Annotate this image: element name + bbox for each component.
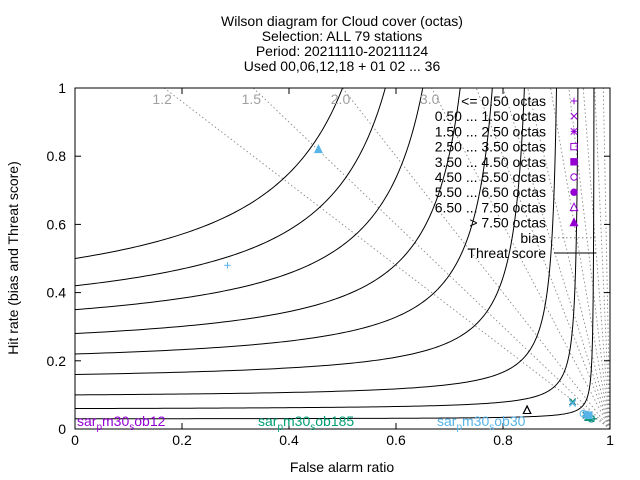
bias-line xyxy=(527,88,610,429)
x-tick-label: 0 xyxy=(71,432,79,448)
x-tick-label: 0.8 xyxy=(493,432,513,448)
threat-score-curves xyxy=(75,88,595,420)
threat-score-curve xyxy=(75,88,424,311)
legend-label: 3.50 ... 4.50 octas xyxy=(435,154,546,170)
threat-score-curve xyxy=(75,88,343,259)
data-point-outline xyxy=(522,404,532,414)
legend-label: 5.50 ... 6.50 octas xyxy=(435,184,546,200)
chart-title: Wilson diagram for Cloud cover (octas)Se… xyxy=(221,13,463,74)
legend-label: 1.50 ... 2.50 octas xyxy=(435,123,546,139)
legend-label: bias xyxy=(520,230,546,246)
bias-line xyxy=(550,88,610,429)
threat-score-curve xyxy=(75,88,579,410)
bias-line xyxy=(342,88,610,429)
y-tick-label: 0.4 xyxy=(47,285,67,301)
series-label: sarpm30sob30 xyxy=(437,413,526,433)
legend-marker xyxy=(570,188,578,196)
legend-marker xyxy=(570,97,578,105)
legend-label: 2.50 ... 3.50 octas xyxy=(435,139,546,155)
threat-score-curve xyxy=(75,88,493,355)
data-point xyxy=(224,262,231,269)
legend-marker xyxy=(570,142,578,151)
plot-frame xyxy=(74,87,611,430)
x-tick-label: 0.2 xyxy=(172,432,192,448)
legend-marker xyxy=(570,112,578,120)
threat-score-curve xyxy=(75,88,386,287)
threat-score-curve xyxy=(75,88,595,420)
bias-lines xyxy=(163,88,610,429)
data-point xyxy=(584,411,593,420)
x-tick-label: 0.4 xyxy=(279,432,299,448)
legend-label: <= 0.50 octas xyxy=(461,93,546,109)
y-tick-label: 0.2 xyxy=(47,353,67,369)
bias-line xyxy=(594,88,610,429)
bias-line xyxy=(602,88,610,429)
legend-label: Threat score xyxy=(467,245,546,261)
title-line: Period: 20211110-20211124 xyxy=(256,43,429,59)
title-line: Selection: ALL 79 stations xyxy=(262,28,423,44)
legend-marker xyxy=(570,173,578,181)
bias-label: 1.2 xyxy=(152,91,172,107)
bias-line xyxy=(163,88,610,429)
threat-score-curve xyxy=(75,88,557,396)
bias-line xyxy=(568,88,610,429)
bias-line xyxy=(431,88,610,429)
threat-score-curve xyxy=(75,88,525,375)
legend-label: 4.50 ... 5.50 octas xyxy=(435,169,546,185)
y-tick-label: 0 xyxy=(58,421,66,437)
y-tick-label: 1 xyxy=(58,80,66,96)
legend-label: 6.50 ... 7.50 octas xyxy=(435,199,546,215)
series-labels: sarpm30sob12 sarpm30sob185 sarpm30sob30 xyxy=(77,413,526,433)
y-tick-label: 0.8 xyxy=(47,148,67,164)
data-points xyxy=(224,144,598,423)
bias-label: 2.0 xyxy=(331,91,351,107)
x-tick-label: 0.6 xyxy=(386,432,406,448)
x-axis-label: False alarm ratio xyxy=(290,459,394,475)
legend-label: 0.50 ... 1.50 octas xyxy=(435,108,546,124)
data-point xyxy=(568,398,577,406)
legend-marker xyxy=(570,127,578,135)
data-point xyxy=(568,399,577,407)
title-line: Wilson diagram for Cloud cover (octas) xyxy=(221,13,463,29)
x-tick-label: 1 xyxy=(606,432,614,448)
bias-label: 1.5 xyxy=(242,91,262,107)
legend-marker xyxy=(569,217,579,227)
series-label: sarpm30sob12 xyxy=(77,413,166,433)
legend-label: > 7.50 octas xyxy=(469,215,546,231)
bias-labels: 1.2 1.5 2.0 3.0 xyxy=(152,91,439,107)
data-point xyxy=(313,144,323,154)
title-line: Used 00,06,12,18 + 01 02 ... 36 xyxy=(244,58,441,74)
legend-marker xyxy=(570,158,578,166)
threat-score-curve xyxy=(75,88,461,335)
y-axis-label: Hit rate (bias and Threat score) xyxy=(5,161,21,355)
bias-line xyxy=(582,88,610,429)
axis-ticks: 0 0.2 0.4 0.6 0.8 1 0 0.2 0.4 0.6 0.8 1 xyxy=(47,80,615,448)
bias-line xyxy=(475,88,610,429)
series-label: sarpm30sob185 xyxy=(258,413,354,433)
y-tick-label: 0.6 xyxy=(47,216,67,232)
bias-line xyxy=(253,88,610,429)
bias-label: 3.0 xyxy=(420,91,440,107)
legend-marker xyxy=(569,202,579,212)
